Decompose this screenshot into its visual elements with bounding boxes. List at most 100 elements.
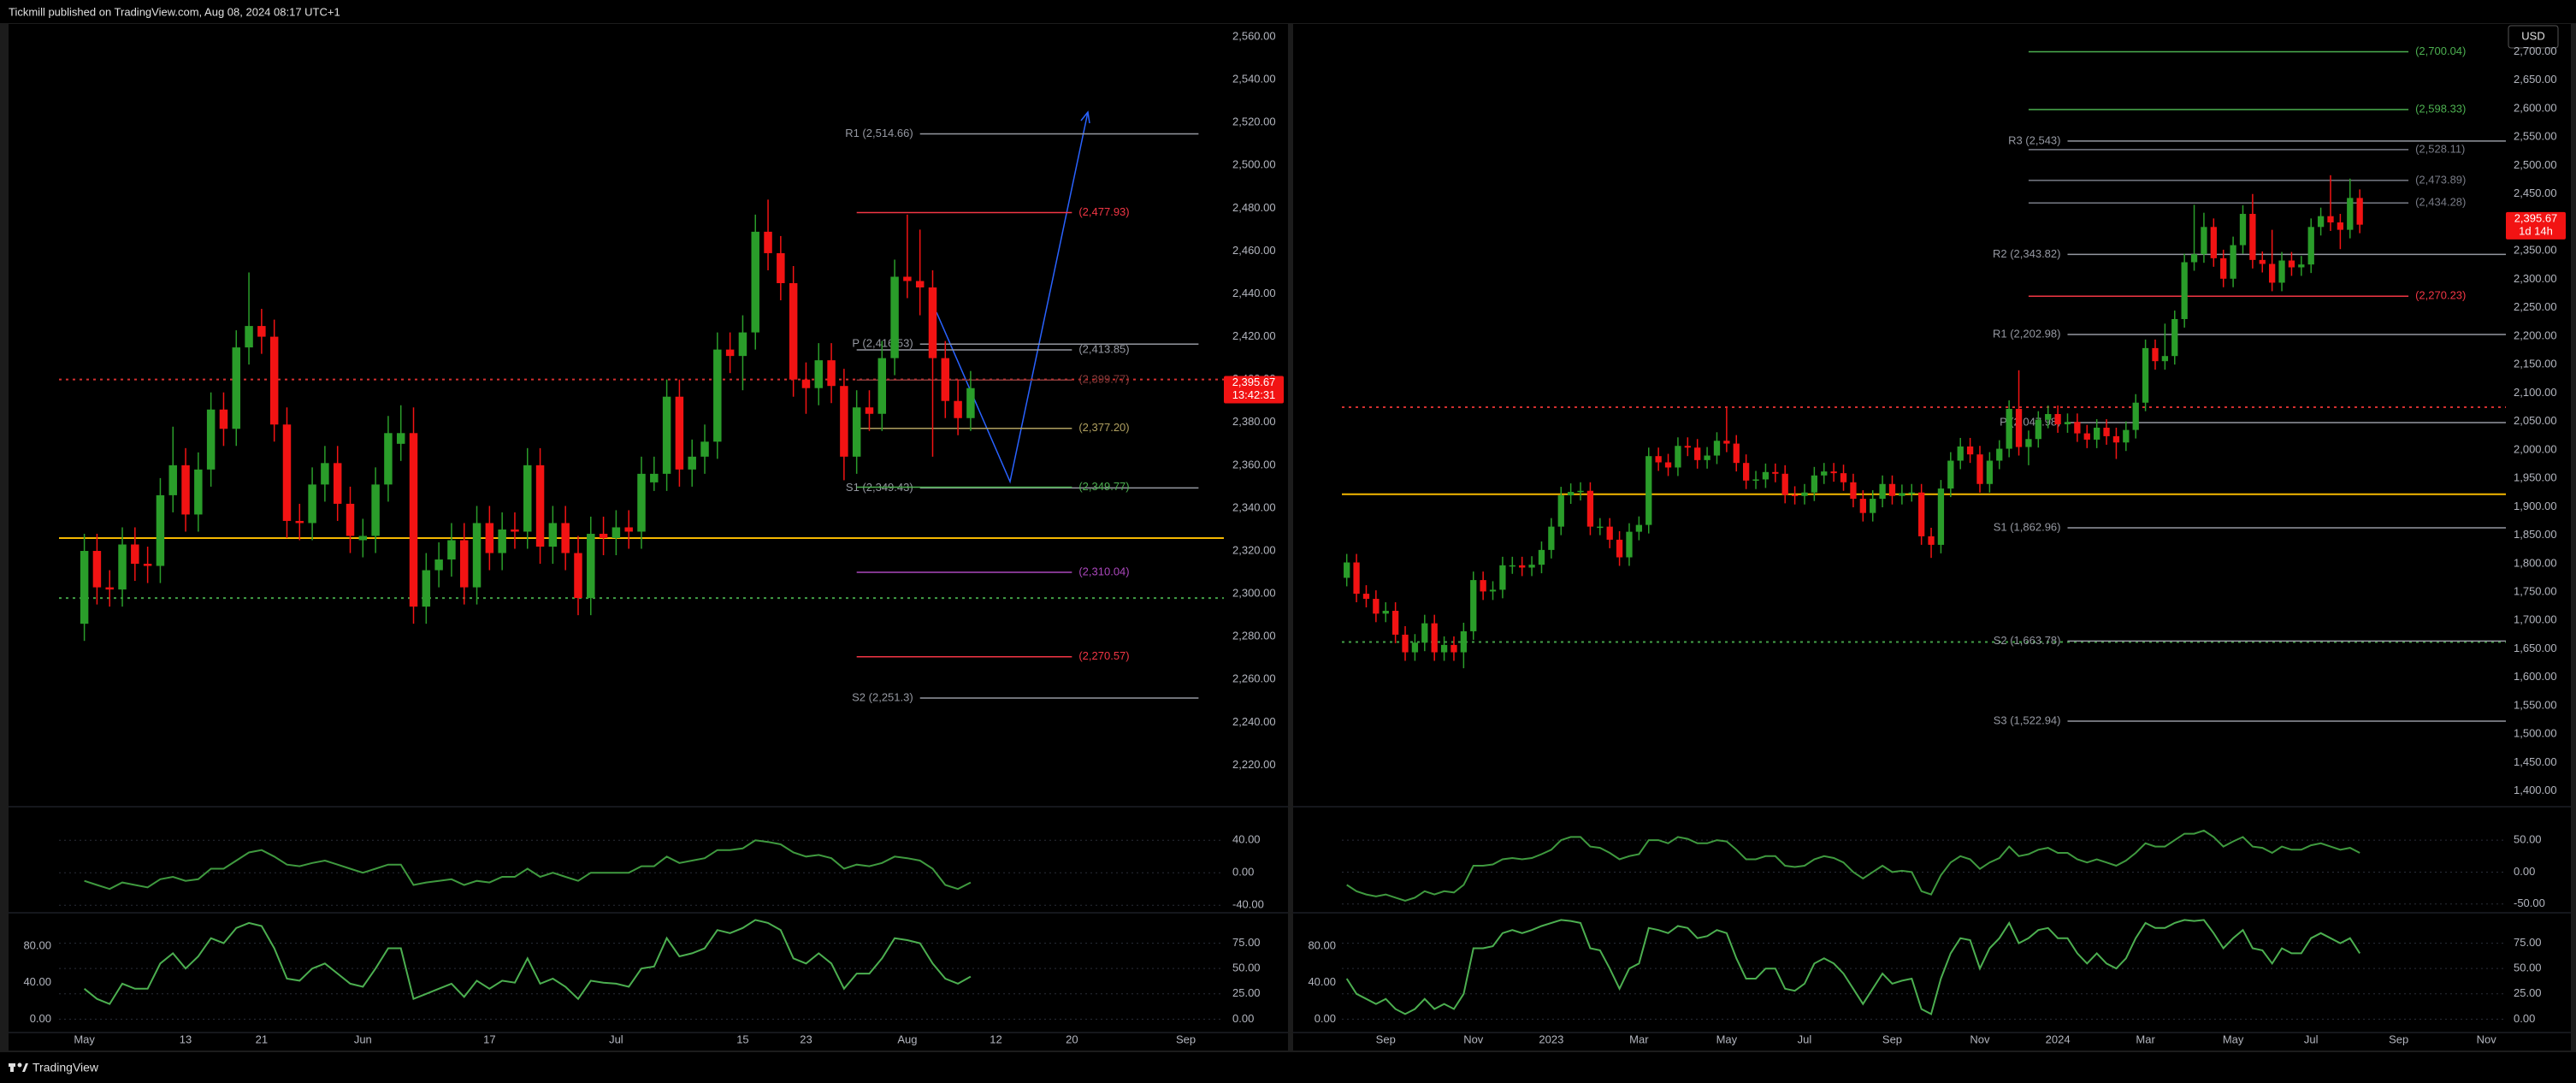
pivot-label: R1 (2,202.98) <box>1993 327 2061 340</box>
candle-body <box>2210 227 2217 258</box>
x-tick-label: Nov <box>2477 1033 2497 1045</box>
candle-body <box>789 282 798 380</box>
candle-body <box>1373 599 1380 614</box>
candle-body <box>2249 214 2256 260</box>
indicator-tick-label-left: 40.00 <box>23 975 51 988</box>
candle-body <box>2259 259 2266 264</box>
indicator-tick-label: 50.00 <box>1232 962 1261 974</box>
x-tick-label: 21 <box>256 1033 268 1045</box>
y-tick-label: 2,480.00 <box>1232 201 1276 214</box>
candle-body <box>1723 441 1730 444</box>
y-tick-label: 2,350.00 <box>2514 244 2557 257</box>
candle-body <box>1616 539 1623 558</box>
y-tick-label: 2,550.00 <box>2514 130 2557 143</box>
candle-body <box>1440 644 1448 653</box>
x-tick-label: Jul <box>2304 1033 2319 1045</box>
x-tick-label: May <box>74 1033 95 1045</box>
candle-body <box>777 252 785 283</box>
candle-body <box>548 523 558 547</box>
pivot-label: (2,528.11) <box>2415 142 2465 155</box>
candle-body <box>1986 460 1994 484</box>
y-tick-label: 2,250.00 <box>2514 300 2557 313</box>
candle-body <box>1762 471 1770 480</box>
candle-body <box>1752 479 1759 481</box>
candle-body <box>2201 227 2207 255</box>
x-tick-label: Sep <box>1176 1033 1196 1045</box>
candle-body <box>700 441 709 457</box>
candle-body <box>498 529 506 553</box>
candle-body <box>1781 473 1788 495</box>
candle-body <box>574 553 582 599</box>
candle-body <box>80 551 89 624</box>
candle-body <box>801 379 811 388</box>
y-tick-label: 2,300.00 <box>1232 587 1276 600</box>
y-tick-label: 1,500.00 <box>2514 727 2557 740</box>
candle-body <box>1664 462 1672 468</box>
currency-button[interactable] <box>2508 25 2559 49</box>
y-tick-label: 2,600.00 <box>2514 101 2557 114</box>
candle-body <box>1431 623 1438 653</box>
candle-body <box>612 527 621 538</box>
candle-body <box>1557 495 1564 527</box>
candle-body <box>1870 499 1876 513</box>
y-tick-label: 2,540.00 <box>1232 73 1276 86</box>
indicator-tick-label: 50.00 <box>2514 833 2542 846</box>
indicator-tick-label-left: 80.00 <box>1308 938 1336 951</box>
candle-body <box>396 433 405 444</box>
pivot-label: (2,413.85) <box>1078 342 1129 355</box>
y-tick-label: 1,650.00 <box>2514 642 2557 654</box>
candle-body <box>852 407 861 457</box>
y-tick-label: 2,700.00 <box>2514 44 2557 57</box>
candle-body <box>143 564 152 566</box>
candle-body <box>1888 483 1896 496</box>
publish-info: Tickmill published on TradingView.com, A… <box>9 5 340 18</box>
candle-body <box>1470 580 1477 631</box>
candle-body <box>2347 198 2354 230</box>
candle-body <box>738 332 747 357</box>
candle-body <box>1801 492 1808 496</box>
x-tick-label: 2023 <box>1539 1033 1563 1045</box>
candle-body <box>1606 526 1613 540</box>
candle-body <box>282 424 292 521</box>
price-countdown: 13:42:31 <box>1232 388 1276 401</box>
candle-body <box>2103 427 2110 436</box>
candle-body <box>1362 594 1370 600</box>
candle-body <box>321 463 329 485</box>
indicator-tick-label: 40.00 <box>1232 833 1261 846</box>
candle-body <box>232 347 240 429</box>
currency-label[interactable]: USD <box>2521 29 2544 42</box>
x-tick-label: May <box>2223 1033 2244 1045</box>
candle-body <box>877 358 887 414</box>
y-tick-label: 2,340.00 <box>1232 500 1276 513</box>
y-tick-label: 2,360.00 <box>1232 458 1276 470</box>
y-tick-label: 2,000.00 <box>2514 442 2557 455</box>
candle-body <box>1996 448 2003 461</box>
pivot-label: R3 (2,543) <box>2008 133 2060 146</box>
x-tick-label: Nov <box>1970 1033 1990 1045</box>
indicator-line <box>83 919 972 1005</box>
price-tag-label: 2,395.67 <box>2514 211 2558 224</box>
indicator-tick-label: -40.00 <box>1232 898 1264 911</box>
candle-body <box>751 231 759 333</box>
x-tick-label: Sep <box>1882 1033 1902 1045</box>
candle-body <box>2288 260 2295 268</box>
candle-body <box>1840 473 1847 482</box>
pivot-label: P (2,416.53) <box>852 337 913 350</box>
candle-body <box>245 326 253 348</box>
y-tick-label: 2,420.00 <box>1232 329 1276 342</box>
candle-body <box>168 465 177 495</box>
candle-body <box>2307 227 2314 265</box>
price-tag <box>1224 376 1284 404</box>
pivot-label: (2,349.77) <box>1078 480 1129 493</box>
candle-body <box>1382 610 1389 614</box>
pivot-label: S2 (1,663.78) <box>1994 634 2061 647</box>
x-tick-label: 2024 <box>2046 1033 2071 1045</box>
candle-body <box>2112 435 2120 443</box>
candle-body <box>485 523 494 553</box>
candle-body <box>1675 446 1681 468</box>
candle-body <box>2171 318 2178 357</box>
candle-body <box>1694 447 1701 460</box>
candle-body <box>890 276 899 358</box>
x-tick-label: Mar <box>2136 1033 2155 1045</box>
